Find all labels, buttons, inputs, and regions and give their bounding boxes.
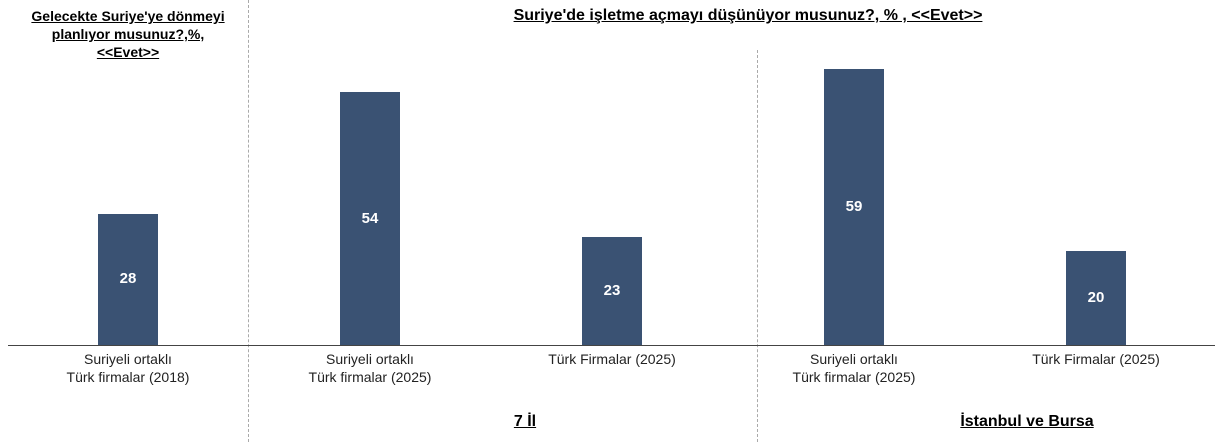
right-title: Suriye'de işletme açmayı düşünüyor musun… bbox=[513, 7, 983, 24]
divider bbox=[757, 50, 758, 442]
baseline bbox=[8, 345, 1215, 346]
left-title: Gelecekte Suriye'ye dönmeyi planlıyor mu… bbox=[31, 8, 225, 60]
category-label: Suriyeli ortaklı Türk firmalar (2018) bbox=[66, 351, 190, 385]
bar bbox=[340, 92, 400, 345]
bar bbox=[824, 68, 884, 345]
category-label: Türk Firmalar (2025) bbox=[1032, 351, 1160, 367]
bar bbox=[582, 237, 642, 345]
bar bbox=[1066, 251, 1126, 345]
divider bbox=[248, 0, 249, 442]
value-label: 20 bbox=[1087, 289, 1105, 307]
value-label: 54 bbox=[361, 209, 379, 227]
category-label: Türk Firmalar (2025) bbox=[548, 351, 676, 367]
group-label: İstanbul ve Bursa bbox=[960, 413, 1094, 430]
value-label: 28 bbox=[119, 270, 137, 288]
bar bbox=[98, 213, 158, 345]
category-label: Suriyeli ortaklı Türk firmalar (2025) bbox=[792, 351, 916, 385]
group-label: 7 İl bbox=[513, 413, 537, 430]
value-label: 23 bbox=[603, 282, 621, 300]
value-label: 59 bbox=[845, 197, 863, 215]
category-label: Suriyeli ortaklı Türk firmalar (2025) bbox=[308, 351, 432, 385]
